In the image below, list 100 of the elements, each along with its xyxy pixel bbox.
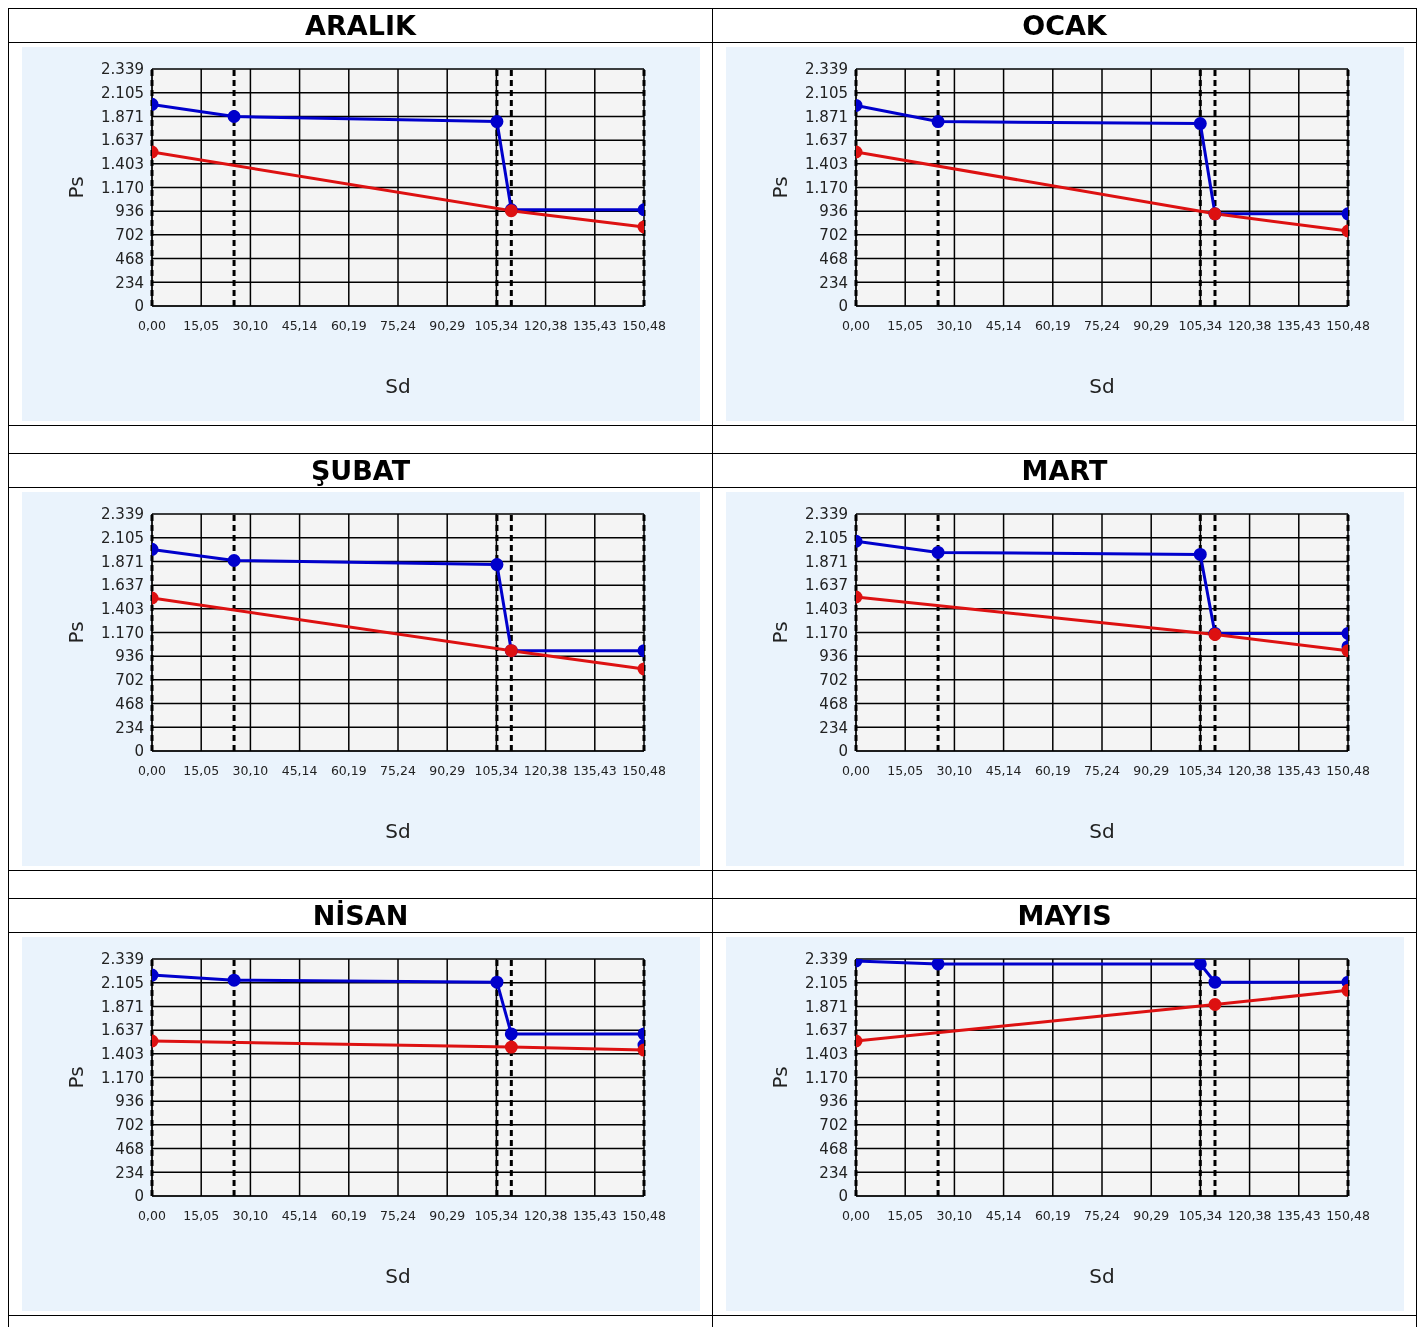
y-tick-label: 936 xyxy=(114,1092,144,1111)
x-tick-label: 90,29 xyxy=(1132,318,1169,333)
y-axis-title: Ps xyxy=(63,1066,88,1089)
y-tick-label: 234 xyxy=(818,1163,848,1182)
y-tick-label: 0 xyxy=(133,1187,144,1206)
x-tick-label: 15,05 xyxy=(182,1208,219,1223)
x-tick-label: 120,38 xyxy=(523,1208,567,1223)
x-tick-label: 105,34 xyxy=(474,1208,518,1223)
x-tick-label: 60,19 xyxy=(1034,763,1071,778)
chart-title: OCAK xyxy=(712,8,1417,43)
y-tick-label: 1.871 xyxy=(804,552,848,571)
y-tick-label: 702 xyxy=(114,1116,144,1135)
y-tick-label: 234 xyxy=(114,1163,144,1182)
y-tick-label: 1.403 xyxy=(100,155,144,174)
y-tick-label: 936 xyxy=(818,202,848,221)
x-tick-label: 15,05 xyxy=(182,318,219,333)
y-tick-label: 2.105 xyxy=(100,84,144,103)
y-axis-title: Ps xyxy=(767,621,792,644)
x-tick-label: 105,34 xyxy=(1178,763,1222,778)
y-tick-label: 2.339 xyxy=(100,505,144,524)
y-tick-label: 468 xyxy=(114,1139,144,1158)
x-tick-label: 75,24 xyxy=(379,763,416,778)
chart-title: MAYIS xyxy=(712,898,1417,933)
y-tick-label: 936 xyxy=(818,647,848,666)
y-tick-label: 1.403 xyxy=(804,1045,848,1064)
y-tick-label: 2.339 xyxy=(804,950,848,969)
chart-title: NİSAN xyxy=(8,898,713,933)
x-tick-label: 105,34 xyxy=(474,763,518,778)
x-tick-label: 0,00 xyxy=(841,1208,870,1223)
x-tick-label: 60,19 xyxy=(1034,1208,1071,1223)
y-tick-label: 234 xyxy=(818,273,848,292)
x-tick-label: 60,19 xyxy=(330,763,367,778)
y-tick-label: 1.637 xyxy=(804,576,848,595)
y-tick-label: 234 xyxy=(818,718,848,737)
x-tick-label: 30,10 xyxy=(232,1208,268,1223)
y-tick-label: 2.105 xyxy=(100,529,144,548)
y-tick-label: 1.170 xyxy=(100,1068,144,1087)
y-tick-label: 234 xyxy=(114,718,144,737)
y-tick-label: 1.871 xyxy=(100,997,144,1016)
y-tick-label: 702 xyxy=(818,226,848,245)
x-axis-title: Sd xyxy=(1088,1264,1115,1288)
x-axis-title: Sd xyxy=(1088,374,1115,398)
y-axis-title: Ps xyxy=(63,176,88,199)
x-tick-label: 75,24 xyxy=(1083,318,1120,333)
x-tick-label: 150,48 xyxy=(621,1208,666,1223)
x-tick-label: 90,29 xyxy=(428,318,465,333)
x-tick-label: 15,05 xyxy=(886,318,923,333)
x-tick-label: 150,48 xyxy=(1325,318,1370,333)
x-tick-label: 90,29 xyxy=(428,1208,465,1223)
x-axis-title: Sd xyxy=(384,374,411,398)
x-tick-label: 135,43 xyxy=(572,1208,617,1223)
y-tick-label: 2.105 xyxy=(804,529,848,548)
y-tick-label: 1.637 xyxy=(804,131,848,150)
y-tick-label: 1.871 xyxy=(100,552,144,571)
y-tick-label: 2.105 xyxy=(100,974,144,993)
y-tick-label: 1.871 xyxy=(100,107,144,126)
x-tick-label: 0,00 xyxy=(841,318,870,333)
x-tick-label: 90,29 xyxy=(1132,763,1169,778)
x-tick-label: 105,34 xyxy=(1178,1208,1222,1223)
x-tick-label: 60,19 xyxy=(1034,318,1071,333)
y-tick-label: 0 xyxy=(837,297,848,316)
y-tick-label: 702 xyxy=(818,1116,848,1135)
x-tick-label: 45,14 xyxy=(985,1208,1022,1223)
y-tick-label: 0 xyxy=(837,1187,848,1206)
y-tick-label: 468 xyxy=(114,694,144,713)
x-tick-label: 150,48 xyxy=(1325,1208,1370,1223)
x-tick-label: 30,10 xyxy=(936,1208,972,1223)
chart-title: MART xyxy=(712,453,1417,488)
x-tick-label: 75,24 xyxy=(1083,763,1120,778)
x-tick-label: 150,48 xyxy=(1325,763,1370,778)
y-tick-label: 1.637 xyxy=(100,576,144,595)
y-tick-label: 2.105 xyxy=(804,84,848,103)
x-tick-label: 15,05 xyxy=(886,1208,923,1223)
x-tick-label: 120,38 xyxy=(523,318,567,333)
x-tick-label: 135,43 xyxy=(1276,1208,1321,1223)
x-tick-label: 0,00 xyxy=(137,1208,166,1223)
y-tick-label: 2.105 xyxy=(804,974,848,993)
x-tick-label: 0,00 xyxy=(137,318,166,333)
y-tick-label: 468 xyxy=(114,249,144,268)
y-tick-label: 1.403 xyxy=(804,155,848,174)
x-tick-label: 135,43 xyxy=(572,318,617,333)
x-tick-label: 90,29 xyxy=(428,763,465,778)
x-tick-label: 45,14 xyxy=(985,318,1022,333)
x-tick-label: 45,14 xyxy=(985,763,1022,778)
x-tick-label: 150,48 xyxy=(621,763,666,778)
y-tick-label: 1.170 xyxy=(100,178,144,197)
y-tick-label: 1.637 xyxy=(100,131,144,150)
x-tick-label: 90,29 xyxy=(1132,1208,1169,1223)
x-tick-label: 45,14 xyxy=(281,1208,318,1223)
x-tick-label: 0,00 xyxy=(841,763,870,778)
y-tick-label: 1.403 xyxy=(804,600,848,619)
y-tick-label: 1.637 xyxy=(100,1021,144,1040)
y-tick-label: 1.871 xyxy=(804,107,848,126)
x-tick-label: 60,19 xyxy=(330,1208,367,1223)
x-tick-label: 75,24 xyxy=(1083,1208,1120,1223)
x-tick-label: 135,43 xyxy=(1276,763,1321,778)
y-tick-label: 0 xyxy=(133,742,144,761)
y-tick-label: 1.403 xyxy=(100,600,144,619)
y-tick-label: 2.339 xyxy=(100,950,144,969)
x-tick-label: 45,14 xyxy=(281,318,318,333)
